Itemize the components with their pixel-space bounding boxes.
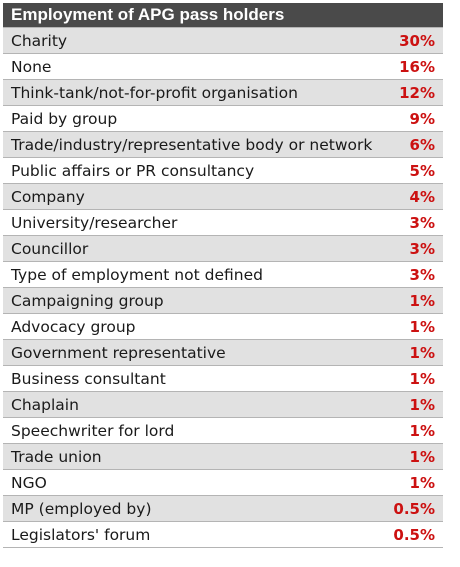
table-row: NGO 1% bbox=[3, 469, 443, 495]
table-row: Speechwriter for lord 1% bbox=[3, 417, 443, 443]
row-label: Public affairs or PR consultancy bbox=[11, 161, 255, 180]
row-value: 12% bbox=[399, 83, 435, 102]
row-label: Business consultant bbox=[11, 369, 166, 388]
row-value: 1% bbox=[409, 473, 435, 492]
table-row: Public affairs or PR consultancy 5% bbox=[3, 157, 443, 183]
row-label: Think-tank/not-for-profit organisation bbox=[11, 83, 298, 102]
row-label: Type of employment not defined bbox=[11, 265, 263, 284]
row-label: Campaigning group bbox=[11, 291, 164, 310]
row-value: 0.5% bbox=[393, 499, 435, 518]
row-label: None bbox=[11, 57, 52, 76]
row-value: 30% bbox=[399, 31, 435, 50]
table-row: Paid by group 9% bbox=[3, 105, 443, 131]
table-body: Charity 30% None 16% Think-tank/not-for-prof… bbox=[3, 27, 443, 548]
row-value: 5% bbox=[409, 161, 435, 180]
row-value: 3% bbox=[409, 265, 435, 284]
row-label: MP (employed by) bbox=[11, 499, 152, 518]
row-label: Trade/industry/representative body or ne… bbox=[11, 135, 373, 154]
table-row: Chaplain 1% bbox=[3, 391, 443, 417]
row-label: NGO bbox=[11, 473, 47, 492]
table-row: Advocacy group 1% bbox=[3, 313, 443, 339]
table-row: Type of employment not defined 3% bbox=[3, 261, 443, 287]
table-row: None 16% bbox=[3, 53, 443, 79]
row-value: 3% bbox=[409, 213, 435, 232]
row-value: 9% bbox=[409, 109, 435, 128]
row-value: 1% bbox=[409, 291, 435, 310]
row-label: University/researcher bbox=[11, 213, 178, 232]
table-row: Government representative 1% bbox=[3, 339, 443, 365]
table-row: Think-tank/not-for-profit organisation 12… bbox=[3, 79, 443, 105]
row-label: Trade union bbox=[11, 447, 102, 466]
table-row: Trade/industry/representative body or ne… bbox=[3, 131, 443, 157]
row-label: Speechwriter for lord bbox=[11, 421, 175, 440]
table-row: University/researcher 3% bbox=[3, 209, 443, 235]
table-row: Company 4% bbox=[3, 183, 443, 209]
row-value: 1% bbox=[409, 369, 435, 388]
row-value: 0.5% bbox=[393, 525, 435, 544]
row-value: 1% bbox=[409, 447, 435, 466]
employment-table: Employment of APG pass holders Charity 30… bbox=[3, 3, 443, 548]
row-label: Legislators' forum bbox=[11, 525, 151, 544]
row-value: 1% bbox=[409, 395, 435, 414]
table-row: Charity 30% bbox=[3, 27, 443, 53]
row-value: 3% bbox=[409, 239, 435, 258]
row-value: 1% bbox=[409, 343, 435, 362]
row-label: Advocacy group bbox=[11, 317, 136, 336]
row-label: Chaplain bbox=[11, 395, 79, 414]
table-row: Legislators' forum 0.5% bbox=[3, 521, 443, 547]
table-row: Councillor 3% bbox=[3, 235, 443, 261]
row-value: 4% bbox=[409, 187, 435, 206]
row-label: Government representative bbox=[11, 343, 226, 362]
table-row: MP (employed by) 0.5% bbox=[3, 495, 443, 521]
row-value: 16% bbox=[399, 57, 435, 76]
row-label: Councillor bbox=[11, 239, 89, 258]
table-row: Trade union 1% bbox=[3, 443, 443, 469]
row-value: 1% bbox=[409, 317, 435, 336]
table-row: Business consultant 1% bbox=[3, 365, 443, 391]
table-title: Employment of APG pass holders bbox=[3, 3, 443, 27]
row-label: Company bbox=[11, 187, 85, 206]
row-label: Paid by group bbox=[11, 109, 118, 128]
table-row: Campaigning group 1% bbox=[3, 287, 443, 313]
row-label: Charity bbox=[11, 31, 68, 50]
row-value: 6% bbox=[409, 135, 435, 154]
row-value: 1% bbox=[409, 421, 435, 440]
